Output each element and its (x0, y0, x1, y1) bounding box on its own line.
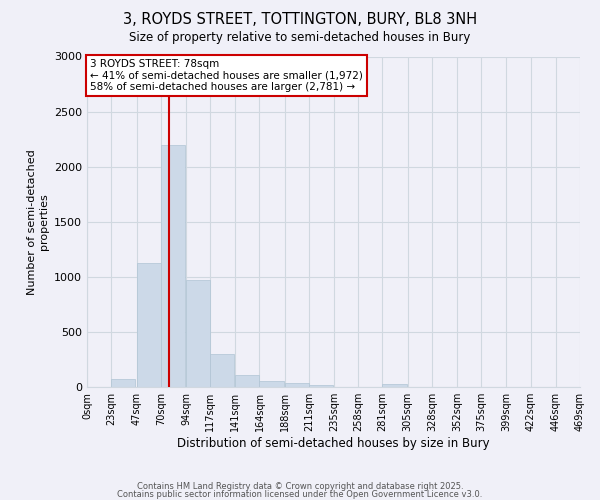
Bar (334, 386, 358, 387)
Text: Contains public sector information licensed under the Open Government Licence v3: Contains public sector information licen… (118, 490, 482, 499)
Bar (210, 354, 234, 387)
Text: 3 ROYDS STREET: 78sqm
← 41% of semi-detached houses are smaller (1,972)
58% of s: 3 ROYDS STREET: 78sqm ← 41% of semi-deta… (90, 58, 363, 92)
Bar (186, 280, 210, 387)
Bar (309, 385, 333, 387)
Bar (259, 380, 284, 387)
Bar (382, 384, 407, 387)
Text: Contains HM Land Registry data © Crown copyright and database right 2025.: Contains HM Land Registry data © Crown c… (137, 482, 463, 491)
Text: 3, ROYDS STREET, TOTTINGTON, BURY, BL8 3NH: 3, ROYDS STREET, TOTTINGTON, BURY, BL8 3… (123, 12, 477, 28)
Bar (285, 383, 309, 387)
Bar (358, 386, 382, 387)
Bar (235, 375, 259, 387)
Bar (112, 380, 136, 387)
Bar (161, 144, 185, 387)
Y-axis label: Number of semi-detached
properties: Number of semi-detached properties (27, 149, 49, 294)
Text: Size of property relative to semi-detached houses in Bury: Size of property relative to semi-detach… (130, 31, 470, 44)
X-axis label: Distribution of semi-detached houses by size in Bury: Distribution of semi-detached houses by … (177, 437, 490, 450)
Bar (137, 262, 161, 387)
